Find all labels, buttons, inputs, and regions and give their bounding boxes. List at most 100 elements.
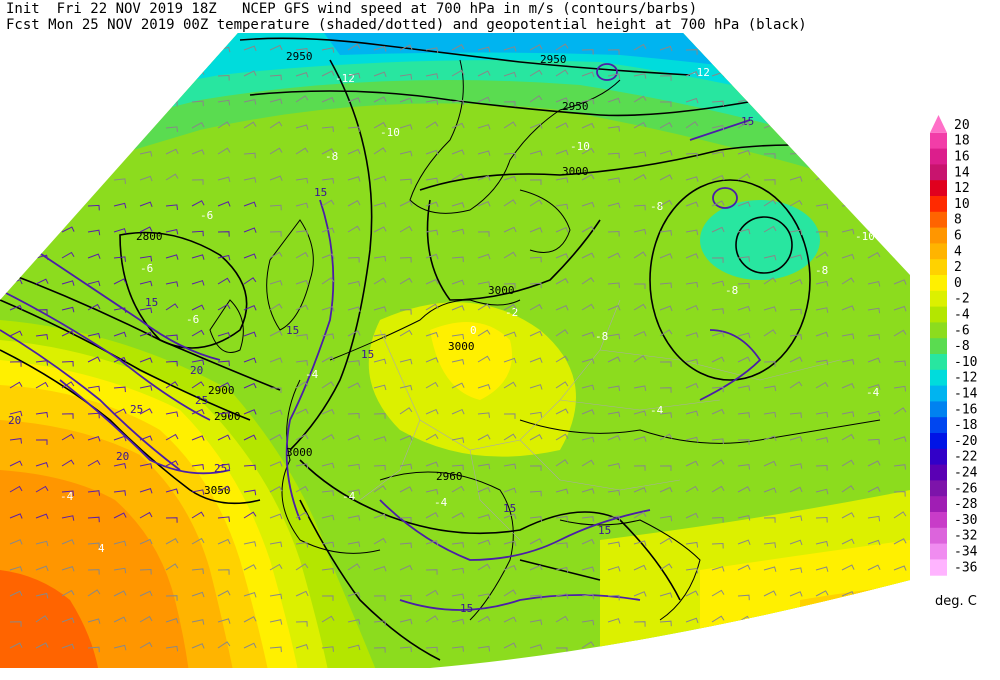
wind-barb <box>425 331 439 338</box>
height-label: 2900 <box>208 384 235 397</box>
wind-barb <box>87 204 100 211</box>
wind-barb <box>191 280 205 286</box>
wind-barb <box>893 565 907 571</box>
wind-label: 20 <box>190 364 203 377</box>
wind-barb <box>607 97 621 104</box>
legend-label: -12 <box>954 371 977 386</box>
wind-barb <box>581 201 595 208</box>
wind-barb <box>529 123 543 129</box>
wind-barb <box>87 229 101 236</box>
wind-barb <box>243 99 257 105</box>
wind-barb <box>711 257 724 263</box>
wind-barb <box>165 538 179 545</box>
wind-barb <box>35 411 49 418</box>
wind-barb <box>347 591 361 598</box>
legend-swatch <box>930 448 947 466</box>
wind-barb <box>139 408 153 415</box>
wind-barb <box>711 516 724 523</box>
wind-barb <box>347 43 361 51</box>
wind-barb <box>373 277 387 285</box>
wind-barb <box>581 459 595 467</box>
legend-swatch <box>930 211 947 229</box>
wind-barb <box>165 563 179 571</box>
wind-barb <box>477 70 491 77</box>
wind-barb <box>477 514 491 520</box>
wind-barb <box>295 279 309 286</box>
wind-barb <box>841 277 855 285</box>
wind-barb <box>555 69 569 77</box>
wind-barb <box>789 334 802 340</box>
wind-barb <box>9 361 22 367</box>
wind-barb <box>503 251 517 259</box>
wind-barb <box>35 485 49 493</box>
wind-barb <box>35 642 49 649</box>
height-label: 2800 <box>136 230 163 243</box>
wind-barb <box>581 538 595 545</box>
wind-barb <box>555 615 569 623</box>
wind-barb <box>685 253 699 259</box>
wind-barb <box>373 147 387 155</box>
wind-barb <box>685 304 699 311</box>
wind-barb <box>711 386 724 393</box>
wind-barb <box>87 303 101 311</box>
wind-barb <box>321 253 335 259</box>
wind-barb <box>373 96 387 103</box>
wind-barb <box>321 148 335 155</box>
wind-barb <box>270 387 282 393</box>
wind-barb <box>139 255 153 262</box>
wind-barb <box>685 358 699 365</box>
wind-barb <box>815 251 829 259</box>
wind-barb <box>789 591 803 597</box>
wind-barb <box>113 644 127 651</box>
wind-barb <box>425 278 439 285</box>
wind-barb <box>243 152 256 159</box>
wind-barb <box>35 513 49 519</box>
wind-barb <box>503 46 517 52</box>
legend-swatch <box>930 369 947 387</box>
wind-barb <box>295 48 309 54</box>
wind-barb <box>607 49 620 55</box>
wind-barb <box>139 201 153 207</box>
wind-barb <box>633 385 647 391</box>
wind-barb <box>373 485 387 493</box>
wind-barb <box>633 621 646 627</box>
legend-label: -36 <box>954 560 977 575</box>
wind-barb <box>347 619 361 625</box>
wind-barb <box>607 73 621 79</box>
wind-barb <box>217 412 230 418</box>
legend-swatch <box>930 527 947 545</box>
wind-barb <box>529 69 543 77</box>
wind-barb <box>295 621 308 627</box>
wind-barb <box>581 252 595 259</box>
wind-barb <box>425 512 439 519</box>
height-label: 3000 <box>448 340 475 353</box>
wind-barb <box>321 277 335 285</box>
wind-barb <box>763 385 777 392</box>
wind-barb <box>295 381 309 389</box>
wind-barb <box>451 228 465 235</box>
wind-barb <box>711 408 725 415</box>
wind-barb <box>607 463 621 469</box>
wind-barb <box>269 409 283 415</box>
wind-barb <box>633 436 647 442</box>
wind-barb <box>789 463 803 469</box>
wind-label: 15 <box>314 186 327 199</box>
wind-barb <box>633 174 647 181</box>
wind-barb <box>321 227 335 234</box>
wind-barb <box>633 73 647 79</box>
wind-barb <box>399 178 412 185</box>
legend-swatch <box>930 354 947 371</box>
wind-barb <box>555 253 569 259</box>
wind-barb <box>321 199 335 207</box>
temp-label: -8 <box>325 150 338 163</box>
wind-barb <box>737 539 751 545</box>
wind-barb <box>321 568 334 574</box>
wind-barb <box>763 460 777 467</box>
wind-barb <box>113 463 127 469</box>
wind-barb <box>867 307 881 314</box>
wind-barb <box>841 538 855 545</box>
wind-barb <box>295 177 309 184</box>
wind-barb <box>87 459 101 467</box>
wind-barb <box>477 150 491 156</box>
wind-barb <box>659 537 673 545</box>
